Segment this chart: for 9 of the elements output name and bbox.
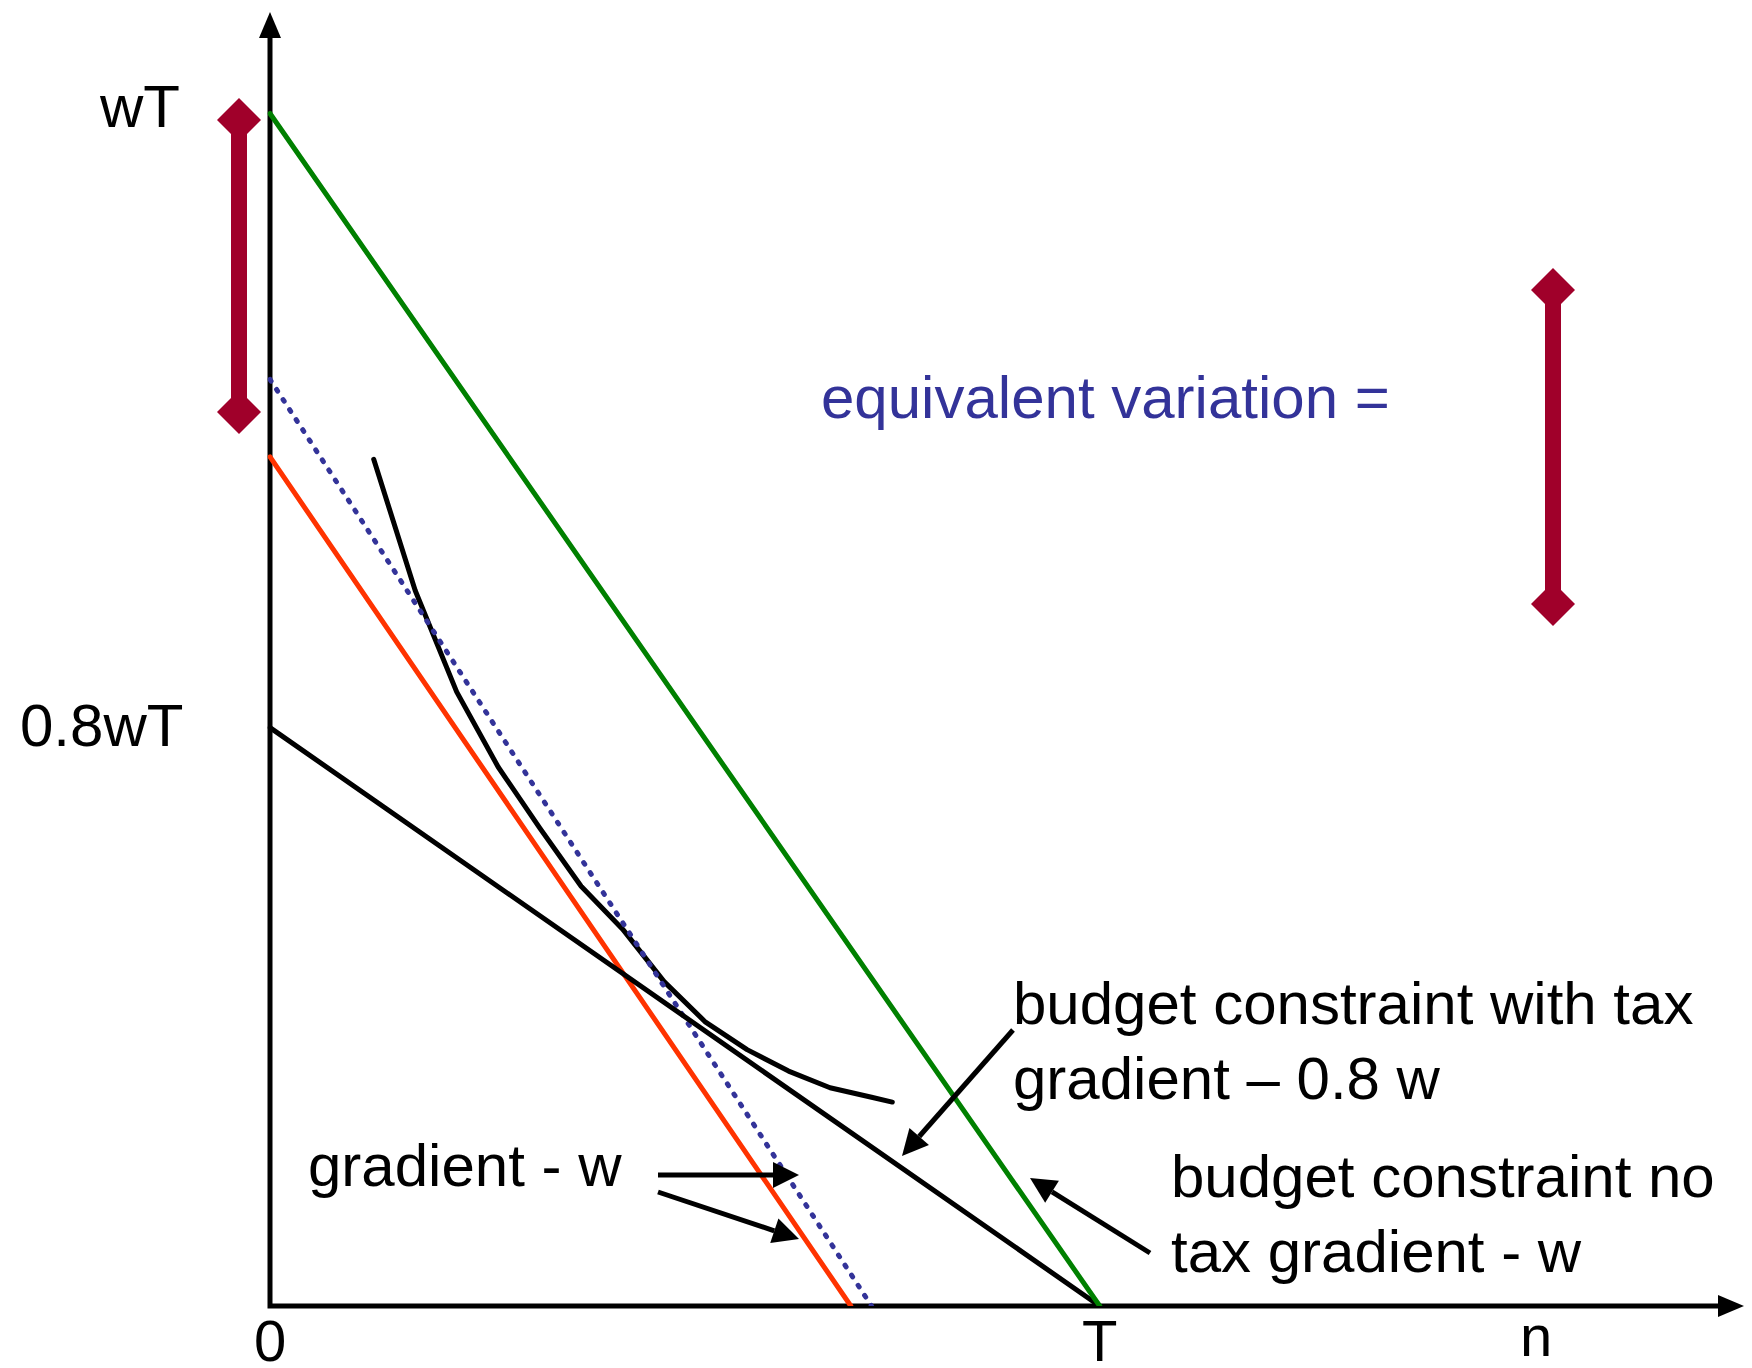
annotation: gradient - w [308,1131,623,1201]
x-tick-label: 0 [253,1308,287,1368]
annotation: budget constraint with tax gradient – 0.8 w [1013,969,1695,1114]
annotation: budget constraint no tax gradient - w [1171,1142,1716,1287]
text: 0.8wT [20,691,185,761]
text: wT [100,72,181,142]
x-tick-label: T [1082,1308,1118,1368]
annotation: equivalent variation = [821,363,1391,433]
x-axis-title: n [1520,1303,1553,1368]
